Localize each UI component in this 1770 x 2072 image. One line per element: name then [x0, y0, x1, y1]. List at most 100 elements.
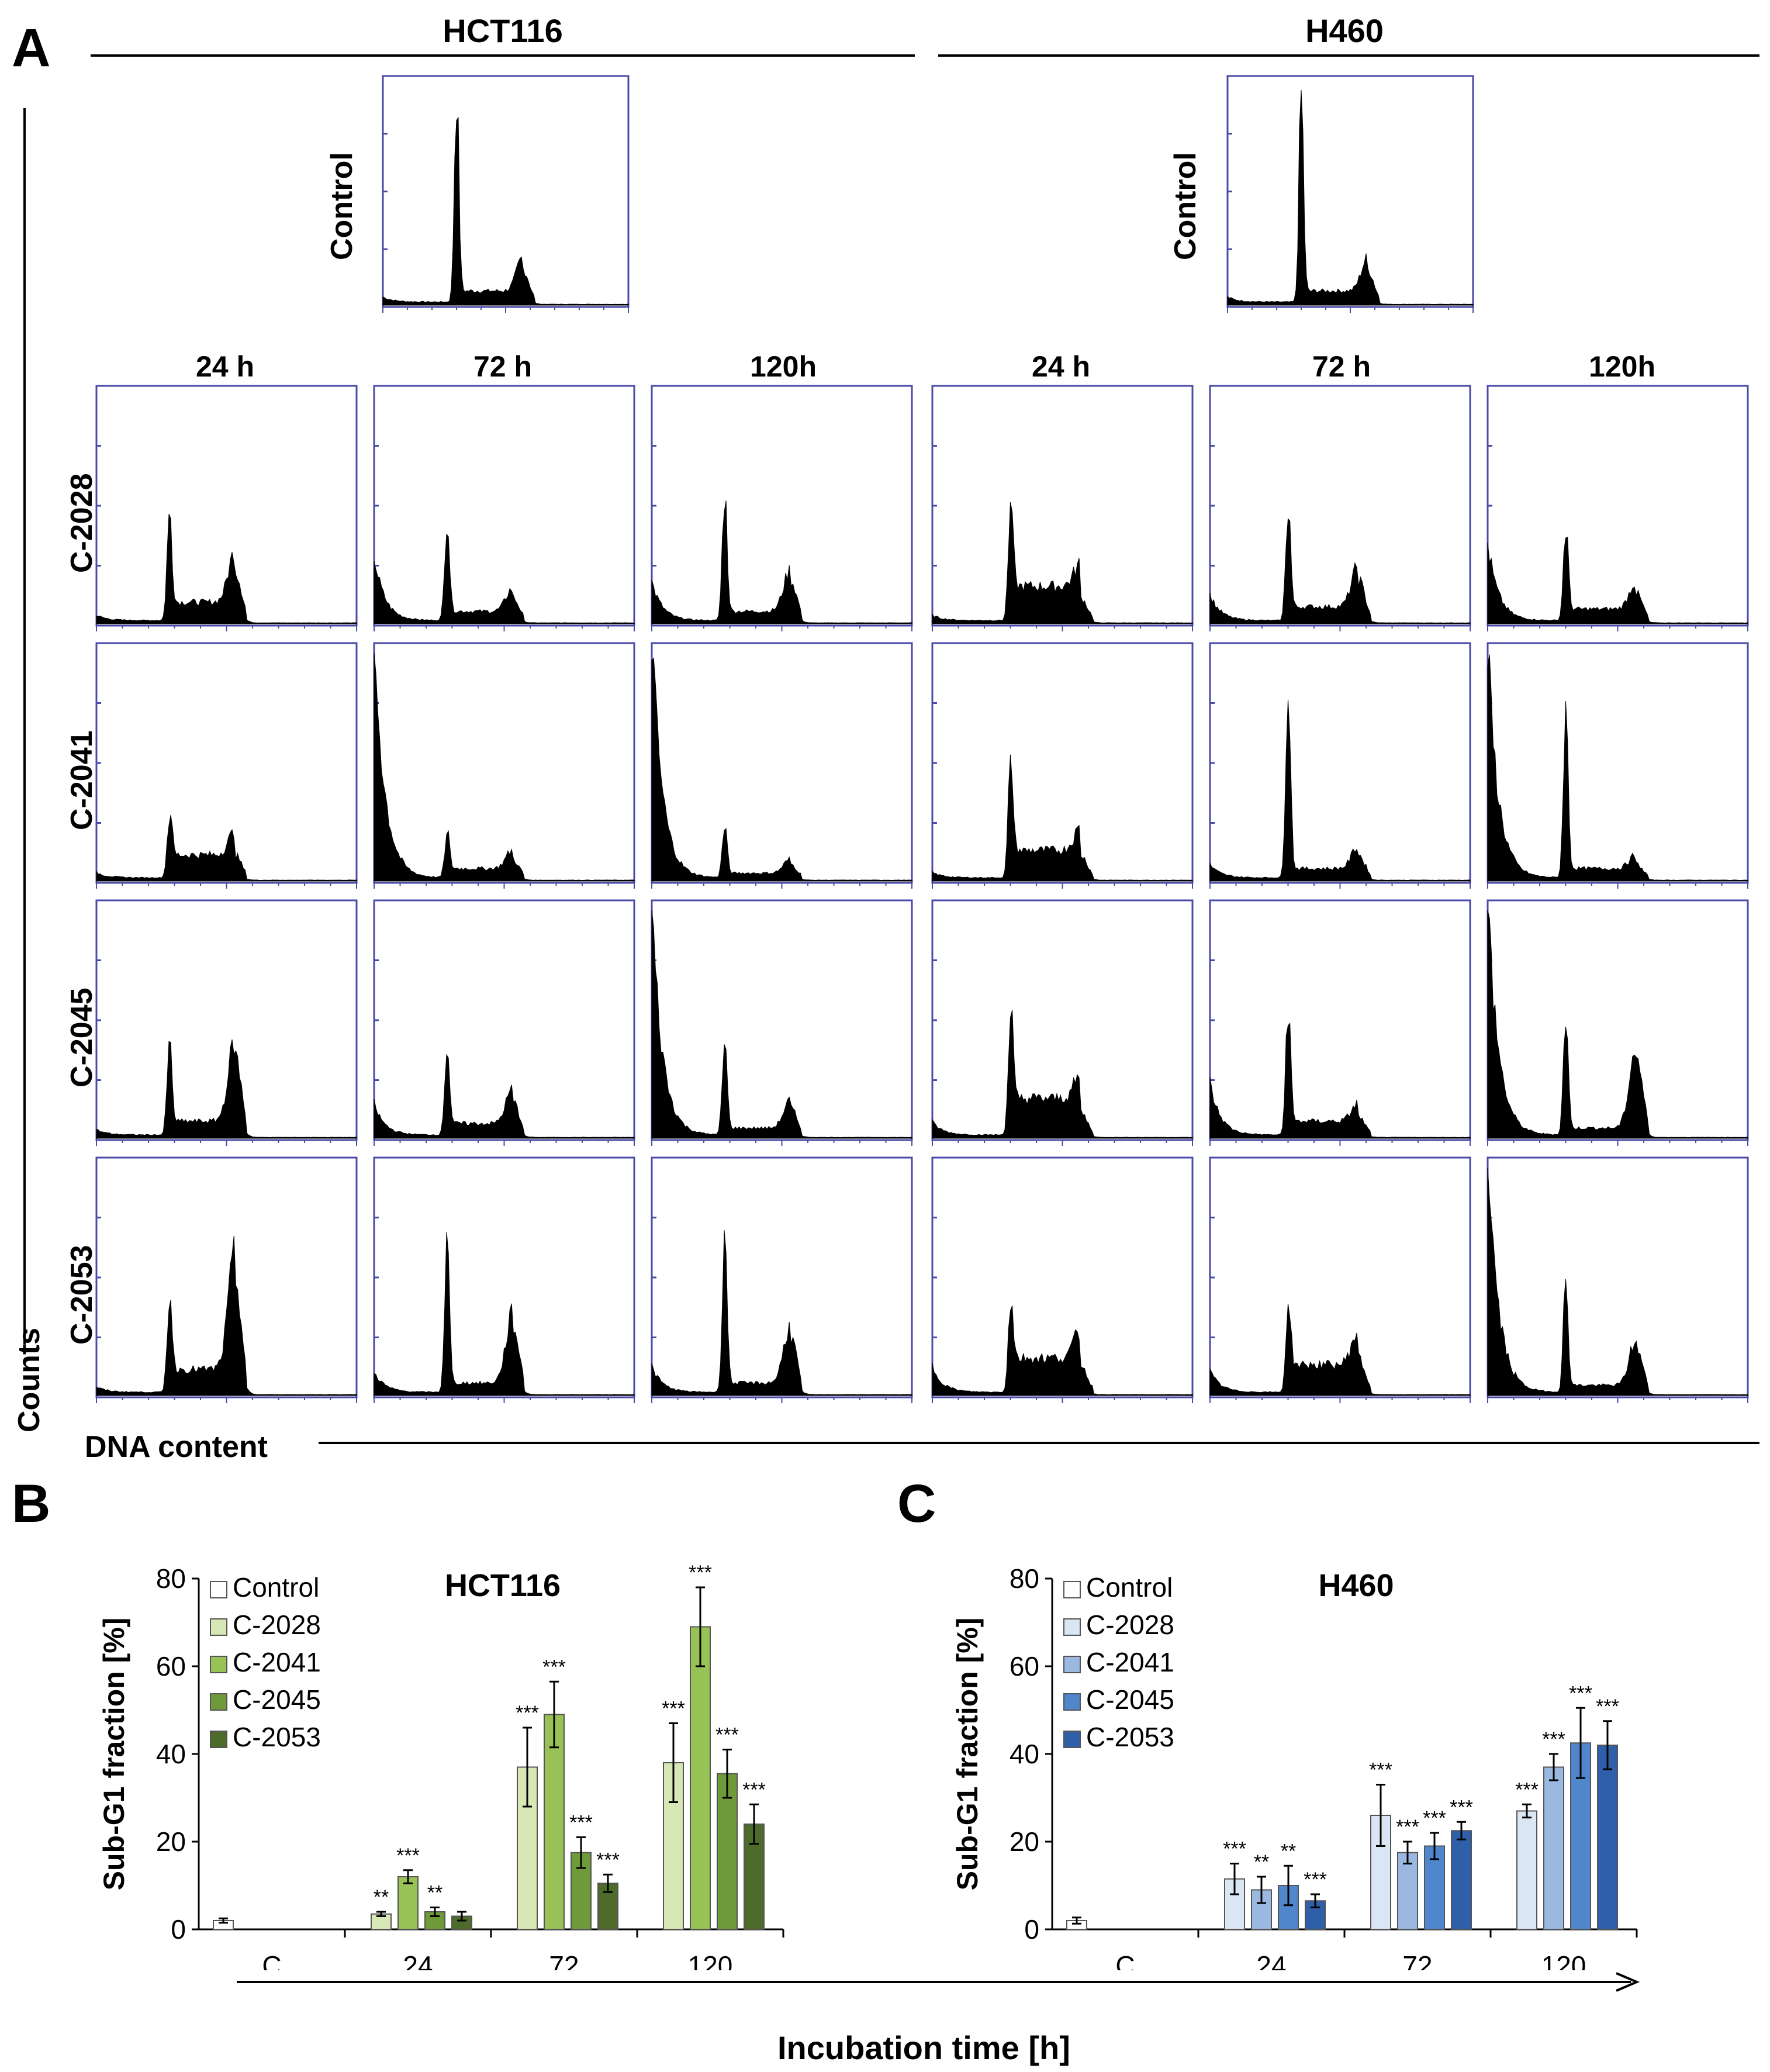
y-tick-label: 60 — [156, 1651, 186, 1681]
histogram-r3-c2 — [373, 899, 635, 1146]
significance-label: *** — [1569, 1682, 1592, 1704]
time-label-h460-72: 72 h — [1312, 350, 1371, 383]
histogram-trace — [382, 116, 629, 306]
histogram-trace — [932, 1010, 1193, 1139]
bar-chart-hct116: 0 20 40 60 80 Sub-G1 fraction [%] HCT116 C 24 72 1… — [98, 1562, 784, 1970]
histogram-trace — [1209, 1303, 1471, 1396]
time-label-hct116-120: 120h — [750, 350, 817, 383]
legend-swatch — [210, 1693, 227, 1711]
category-label: C — [1115, 1950, 1135, 1970]
histogram-trace — [96, 1235, 357, 1396]
histogram-r3-c5 — [1209, 899, 1471, 1146]
histogram-r2-c3 — [651, 642, 913, 889]
significance-label: *** — [1450, 1796, 1473, 1818]
histogram-r3-c1 — [95, 899, 358, 1146]
y-tick-label: 60 — [1010, 1651, 1039, 1681]
legend-swatch — [1063, 1656, 1081, 1673]
significance-label: *** — [1423, 1807, 1446, 1829]
histogram-frame — [651, 642, 913, 884]
histogram-trace — [374, 1232, 635, 1396]
category-label: 120 — [1541, 1950, 1586, 1970]
control-histogram-h460 — [1226, 75, 1474, 313]
significance-label: ** — [1281, 1840, 1296, 1862]
legend-label: C-2028 — [233, 1610, 321, 1640]
histogram-frame — [1226, 75, 1474, 308]
significance-label: *** — [662, 1698, 685, 1720]
histogram-r4-c4 — [931, 1156, 1194, 1403]
legend-label: Control — [233, 1572, 319, 1603]
histogram-trace — [651, 500, 912, 624]
legend-swatch — [210, 1731, 227, 1748]
significance-label: *** — [1369, 1759, 1392, 1781]
legend-swatch — [1063, 1731, 1081, 1748]
y-tick-label: 40 — [1010, 1739, 1039, 1769]
histogram-r4-c1 — [95, 1156, 358, 1403]
arrow-head — [1616, 1972, 1640, 1992]
histogram-trace — [651, 657, 912, 882]
histogram-trace — [96, 514, 357, 624]
incubation-time-label: Incubation time [h] — [777, 2029, 1070, 2066]
time-label-h460-24: 24 h — [1031, 350, 1091, 383]
legend-label: C-2045 — [233, 1684, 321, 1715]
significance-label: *** — [689, 1562, 712, 1584]
panel-c-letter: C — [897, 1474, 936, 1534]
legend-label: Control — [1086, 1572, 1173, 1603]
significance-label: *** — [1396, 1816, 1419, 1838]
category-label: 120 — [688, 1950, 733, 1970]
histogram-trace — [932, 1306, 1193, 1396]
histogram-r1-c2 — [373, 385, 635, 631]
bar-chart-h460: 0 20 40 60 80 Sub-G1 fraction [%] H460 C 24 72 120… — [951, 1563, 1638, 1970]
significance-label: *** — [516, 1702, 539, 1724]
bar-c-2053-120 — [1597, 1745, 1618, 1930]
bar-c-2041-72 — [1397, 1852, 1418, 1930]
y-tick-label: 0 — [171, 1914, 186, 1945]
histogram-r1-c4 — [931, 385, 1194, 631]
legend-label: C-2041 — [233, 1647, 321, 1677]
histogram-trace — [1209, 1022, 1471, 1139]
bar-c-2045-120 — [717, 1773, 738, 1930]
histogram-r2-c2 — [373, 642, 635, 889]
histogram-frame — [931, 899, 1194, 1141]
histogram-frame — [373, 642, 635, 884]
legend-swatch — [210, 1581, 227, 1598]
bar-c-2041-24 — [397, 1876, 419, 1930]
bar-c-2053-72 — [1451, 1830, 1472, 1930]
histogram-frame — [1486, 642, 1749, 884]
significance-label: *** — [715, 1724, 739, 1746]
histogram-trace — [96, 1039, 357, 1139]
histogram-frame — [1209, 642, 1471, 884]
histogram-frame — [1486, 385, 1749, 627]
legend-swatch — [210, 1618, 227, 1636]
significance-label: *** — [1515, 1779, 1539, 1801]
control-histogram-hct116 — [382, 75, 630, 313]
bar-c-2028-120 — [1516, 1810, 1537, 1930]
bar-c-2041-120 — [690, 1626, 711, 1930]
significance-label: ** — [374, 1886, 389, 1908]
panel-b-letter: B — [12, 1474, 51, 1534]
histogram-grid — [23, 54, 1759, 1444]
histogram-r3-c3 — [651, 899, 913, 1146]
histogram-frame — [1486, 1156, 1749, 1398]
histogram-trace — [1487, 654, 1748, 882]
histogram-frame — [373, 385, 635, 627]
histogram-r1-c6 — [1486, 385, 1749, 631]
time-label-hct116-24: 24 h — [195, 350, 255, 383]
histogram-frame — [373, 899, 635, 1141]
histogram-trace — [374, 1054, 635, 1139]
category-label: 24 — [1256, 1950, 1286, 1970]
legend-label: C-2053 — [233, 1722, 321, 1752]
histogram-trace — [651, 910, 912, 1139]
time-arrow — [237, 1972, 1640, 1992]
legend-label: C-2053 — [1086, 1722, 1174, 1752]
significance-label: *** — [396, 1845, 420, 1867]
significance-label: *** — [1542, 1728, 1565, 1750]
histogram-r2-c5 — [1209, 642, 1471, 889]
legend-swatch — [210, 1656, 227, 1673]
significance-label: *** — [542, 1656, 566, 1678]
histogram-frame — [1486, 899, 1749, 1141]
significance-label: *** — [569, 1812, 593, 1834]
category-label: 72 — [1402, 1950, 1432, 1970]
legend-swatch — [1063, 1581, 1081, 1598]
significance-label: ** — [427, 1882, 442, 1904]
